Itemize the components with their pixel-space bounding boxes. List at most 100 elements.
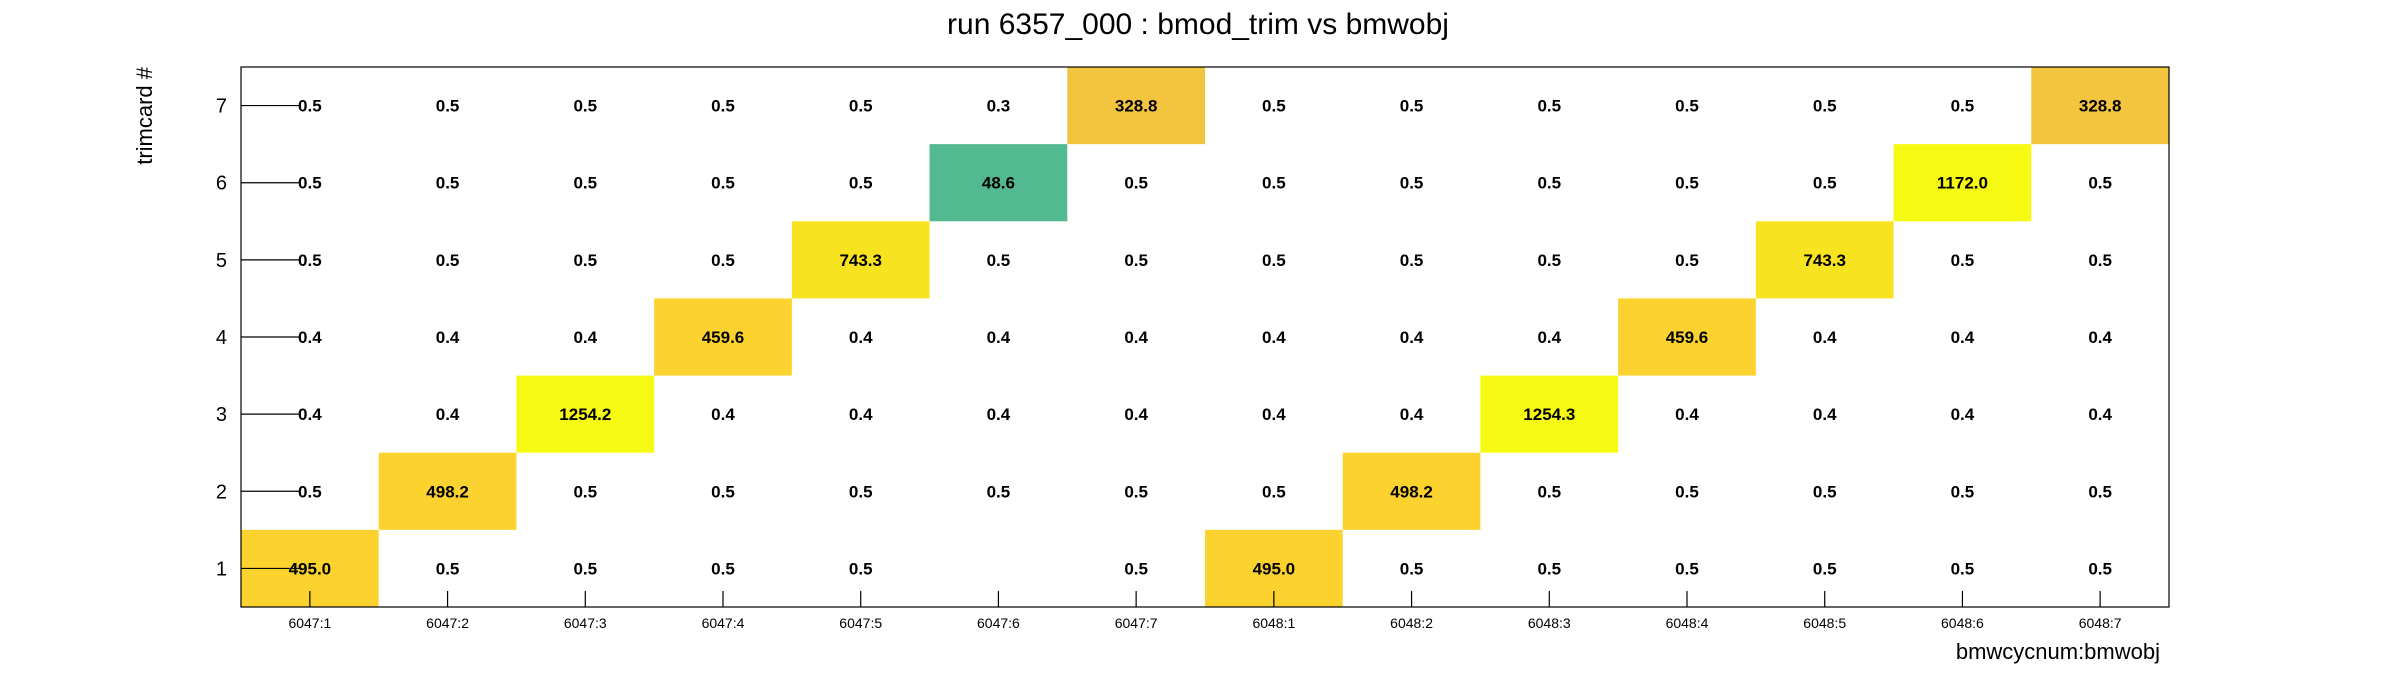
cell-value-label: 0.5 [1262, 482, 1286, 501]
cell-value-label: 328.8 [1115, 97, 1158, 116]
heatmap-cell [654, 298, 792, 376]
cell-value-label: 0.5 [1537, 174, 1561, 193]
y-tick-label: 5 [216, 250, 227, 272]
cell-value-label: 459.6 [702, 328, 745, 347]
cells-layer [241, 67, 2169, 607]
cell-value-label: 0.4 [1124, 328, 1148, 347]
x-tick-label: 6047:2 [426, 615, 469, 631]
cell-value-label: 0.4 [298, 328, 322, 347]
cell-value-label: 0.5 [298, 174, 322, 193]
labels-layer: 1 2 3 4 5 6 7 6047:1 6047:2 6047:3 6047:4 6047:5 604… [216, 96, 2122, 631]
cell-value-label: 0.4 [436, 328, 460, 347]
x-tick-label: 6047:1 [288, 615, 331, 631]
cell-value-label: 0.3 [987, 97, 1011, 116]
cell-value-label: 0.5 [987, 482, 1011, 501]
cell-value-label: 0.5 [573, 251, 597, 270]
cell-value-label: 0.5 [1813, 482, 1837, 501]
cell-value-label: 0.5 [1124, 482, 1148, 501]
cell-value-label: 0.5 [987, 251, 1011, 270]
cell-value-label: 743.3 [839, 251, 882, 270]
cell-value-label: 0.5 [436, 174, 460, 193]
heatmap-cell [791, 221, 930, 299]
cell-value-label: 0.4 [2088, 405, 2112, 424]
x-tick-label: 6048:4 [1666, 615, 1709, 631]
cell-value-label: 0.5 [1400, 174, 1424, 193]
x-tick-label: 6048:2 [1390, 615, 1433, 631]
cell-value-label: 0.4 [711, 405, 735, 424]
cell-value-label: 0.5 [1951, 251, 1975, 270]
cell-value-label: 0.5 [1400, 559, 1424, 578]
cell-value-label: 0.5 [1400, 97, 1424, 116]
cell-value-label: 48.6 [982, 174, 1015, 193]
cell-value-label: 0.5 [436, 559, 460, 578]
cell-value-label: 495.0 [289, 559, 332, 578]
cell-value-label: 0.5 [711, 97, 735, 116]
plot-frame [240, 66, 2170, 608]
x-tick-label: 6048:3 [1528, 615, 1571, 631]
x-tick-label: 6048:6 [1941, 615, 1984, 631]
cell-value-label: 0.5 [849, 559, 873, 578]
cell-value-label: 0.5 [298, 97, 322, 116]
cell-value-label: 459.6 [1666, 328, 1709, 347]
cell-value-label: 0.5 [2088, 482, 2112, 501]
cell-value-label: 0.5 [1537, 559, 1561, 578]
y-tick-label: 6 [216, 173, 227, 195]
x-tick-label: 6048:7 [2079, 615, 2122, 631]
heatmap-cell [516, 375, 655, 453]
y-tick-label: 3 [216, 404, 227, 426]
cell-value-label: 0.4 [987, 328, 1011, 347]
cell-value-label: 0.5 [1537, 97, 1561, 116]
heatmap-cell [1342, 452, 1481, 530]
y-tick-label: 7 [216, 96, 227, 118]
cell-value-label: 0.5 [1951, 482, 1975, 501]
cell-value-label: 0.5 [849, 97, 873, 116]
cell-value-label: 0.5 [2088, 559, 2112, 578]
x-tick-label: 6047:3 [564, 615, 607, 631]
heatmap-cell [1755, 221, 1894, 299]
cell-value-label: 0.4 [1813, 405, 1837, 424]
cell-value-label: 0.5 [1124, 559, 1148, 578]
cell-value-label: 0.5 [1675, 559, 1699, 578]
cell-value-label: 0.5 [711, 251, 735, 270]
heatmap-cell [929, 144, 1068, 222]
cell-value-label: 0.5 [2088, 174, 2112, 193]
cell-value-label: 0.4 [1813, 328, 1837, 347]
cell-value-label: 0.5 [849, 174, 873, 193]
chart-title: run 6357_000 : bmod_trim vs bmwobj [947, 8, 1449, 41]
cell-value-label: 0.5 [1262, 251, 1286, 270]
cell-value-label: 0.5 [436, 97, 460, 116]
heatmap-cell [1618, 298, 1756, 376]
cell-value-label: 0.5 [1262, 174, 1286, 193]
heatmap-cell [1067, 67, 1205, 145]
cell-value-label: 0.5 [573, 174, 597, 193]
cell-value-label: 1254.2 [559, 405, 611, 424]
cell-value-label: 0.4 [849, 328, 873, 347]
cell-value-label: 0.4 [2088, 328, 2112, 347]
heatmap-cell [2031, 67, 2169, 145]
heatmap-cell [1893, 144, 2032, 222]
cell-value-label: 0.5 [1675, 174, 1699, 193]
cell-value-label: 1172.0 [1937, 174, 1988, 193]
y-tick-label: 4 [216, 327, 227, 349]
cell-value-label: 328.8 [2079, 97, 2122, 116]
cell-value-label: 0.4 [987, 405, 1011, 424]
cell-value-label: 0.4 [298, 405, 322, 424]
cell-value-label: 498.2 [426, 482, 469, 501]
cell-value-label: 0.5 [1813, 97, 1837, 116]
y-tick-label: 1 [216, 558, 227, 580]
y-tick-label: 2 [216, 481, 227, 503]
cell-value-label: 0.5 [849, 482, 873, 501]
cell-value-label: 0.4 [1262, 328, 1286, 347]
cell-value-label: 0.4 [1951, 405, 1975, 424]
cell-value-label: 0.4 [1400, 328, 1424, 347]
ticks-layer [241, 104, 2101, 607]
x-axis-title: bmwcycnum:bmwobj [1956, 639, 2160, 664]
heatmap-cell [378, 452, 517, 530]
cell-value-label: 0.5 [573, 97, 597, 116]
cell-value-label: 0.5 [1951, 559, 1975, 578]
x-tick-label: 6048:5 [1803, 615, 1846, 631]
cell-value-label: 0.4 [1675, 405, 1699, 424]
cell-value-label: 0.4 [849, 405, 873, 424]
cell-value-label: 0.4 [573, 328, 597, 347]
cell-value-label: 0.4 [1262, 405, 1286, 424]
